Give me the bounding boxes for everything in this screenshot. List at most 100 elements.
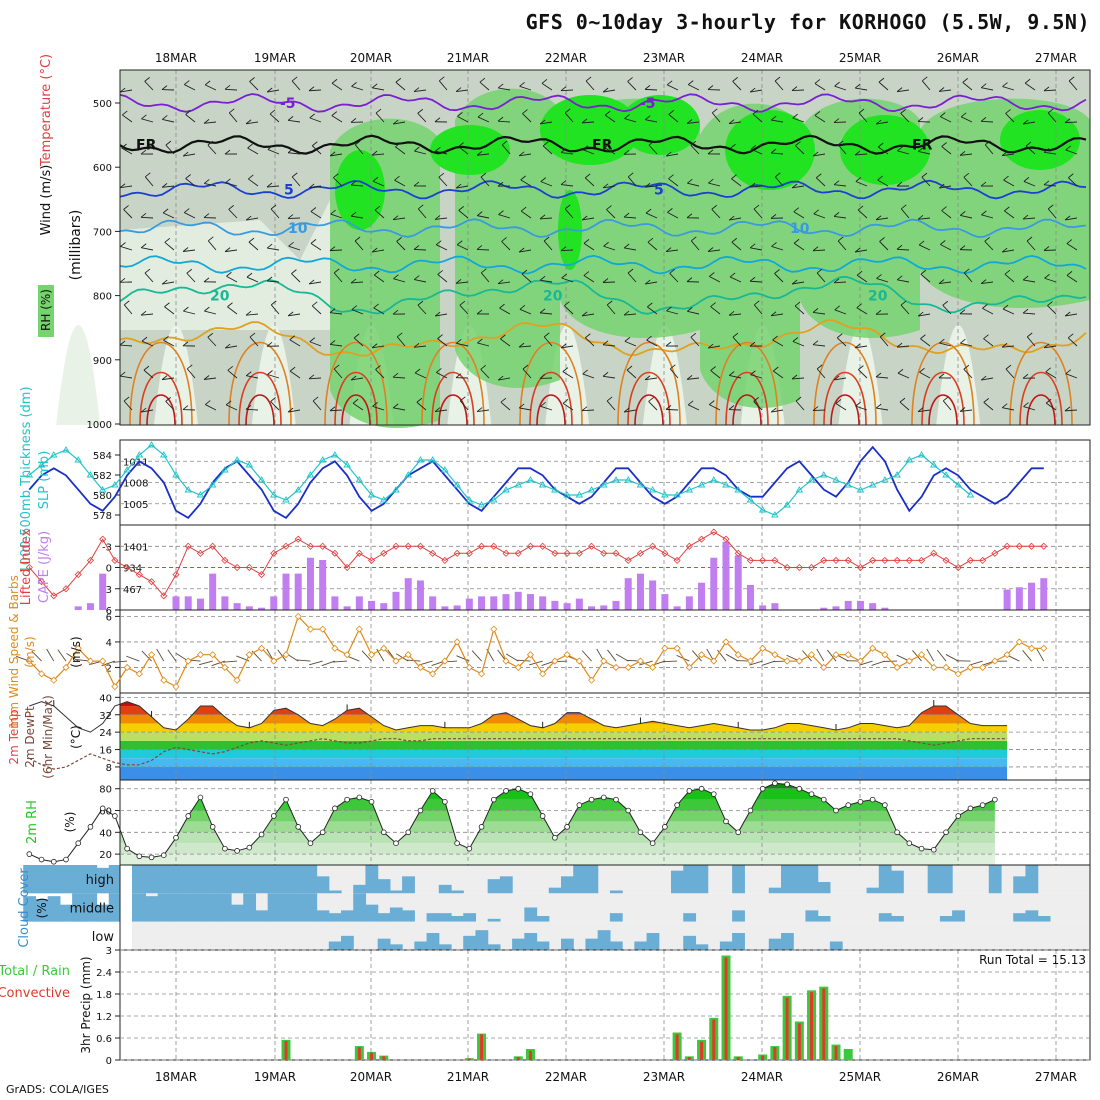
wind-speed-point [612,663,620,672]
wind-barb [392,119,399,125]
wind-barb [855,345,868,349]
wind-barb [141,247,154,251]
date-label-bottom: 18MAR [155,1070,197,1084]
cloud-bar [426,933,440,950]
lifted-index-point [50,592,58,600]
cloud-bar [279,865,293,894]
wind-barb [939,281,952,284]
lifted-index-line [28,531,1044,597]
wind-barb [858,369,868,379]
wind-barb [270,304,280,315]
wind-barb [941,206,947,211]
wind-speed-point [746,657,755,665]
wind-barb [225,404,238,411]
wind-barb [772,339,784,347]
thickness-point [502,486,510,493]
slp-tick-label: 1005 [123,500,148,511]
rh-point [124,845,130,852]
cloud-bar [939,865,953,894]
wind-barb [835,399,842,404]
lifted-index-point [147,578,156,586]
wind-barb [1064,406,1071,412]
wind-barb [897,368,904,374]
wind-barb [270,401,280,411]
wind-speed-point [380,644,388,652]
cloud-bar [573,865,587,894]
wind-barb [270,300,277,306]
precip-convective-bar [761,1055,765,1060]
wind-barb [1022,119,1029,125]
rh-point [527,791,534,797]
wind-barb [940,240,946,245]
wind-barb [329,246,336,251]
wind-barb [458,210,469,219]
wind-barb [351,305,358,310]
cape-bar [881,607,889,610]
date-label-top: 23MAR [643,51,685,65]
wind-barb [1045,371,1057,379]
wind-barb [980,375,987,381]
cloud-bar [316,876,330,894]
wind-barb [876,376,889,379]
thickness-point [221,466,229,473]
thickness-point [783,501,791,508]
rh-point [63,856,69,863]
wind-barb [606,300,613,306]
wind-barb [983,402,994,411]
lifted-index-point [979,556,987,564]
wind-barb [497,83,504,89]
wind-barb [1026,332,1033,338]
wind-barb [753,397,759,402]
wind-axis-label: 10m Wind Speed & Barbs [7,575,21,729]
wind-barb [666,306,672,312]
wind-barb [394,179,406,187]
wind-barb [644,375,651,381]
warm-temperature-contour [245,394,275,426]
cape-bar [221,596,229,610]
precip-convective-bar [516,1057,520,1060]
wind-barb [918,240,925,246]
thickness-point [587,486,596,493]
wind-barb [814,79,821,84]
wind-barb [730,143,736,149]
cloud-bar [781,865,794,894]
wind-barb [456,342,469,347]
rh-point [209,824,216,830]
wind-barb [543,240,553,251]
wind-barb [183,153,196,157]
wind-barb [119,87,126,93]
cape-bar [734,555,742,610]
rh-point [979,802,986,808]
lifted-index-point [783,563,791,572]
wind-barb [309,185,322,189]
cloud-bar [328,890,342,894]
date-label-bottom: 22MAR [545,1070,587,1084]
wind-speed-point [771,651,779,659]
lifted-index-point [514,549,522,557]
wind-barb [392,403,399,409]
wind-barb [963,364,970,370]
wind-barb [585,337,595,347]
wind-barb [647,302,653,308]
wind-barb [753,304,763,315]
wind-barb [794,305,805,315]
wind-barb [666,249,679,253]
thickness-point [746,496,755,503]
wind-barb [876,407,889,411]
rh-point [234,848,240,854]
li-tick-label: 0 [106,564,112,575]
wind-barb [228,112,238,123]
wind-barb [1025,141,1032,147]
wind-barb [477,153,490,156]
wind-barb [562,371,574,379]
lifted-index-point [759,556,767,564]
wind-barb [1023,279,1036,283]
cape-bar [392,591,400,610]
wind-barb [980,83,987,89]
date-label-top: 22MAR [545,51,587,65]
surface-wind-barb [871,660,886,666]
wind-barb [816,268,823,274]
cloud-bar [866,887,880,894]
thickness-point [942,471,950,478]
wind-barb [900,113,910,123]
